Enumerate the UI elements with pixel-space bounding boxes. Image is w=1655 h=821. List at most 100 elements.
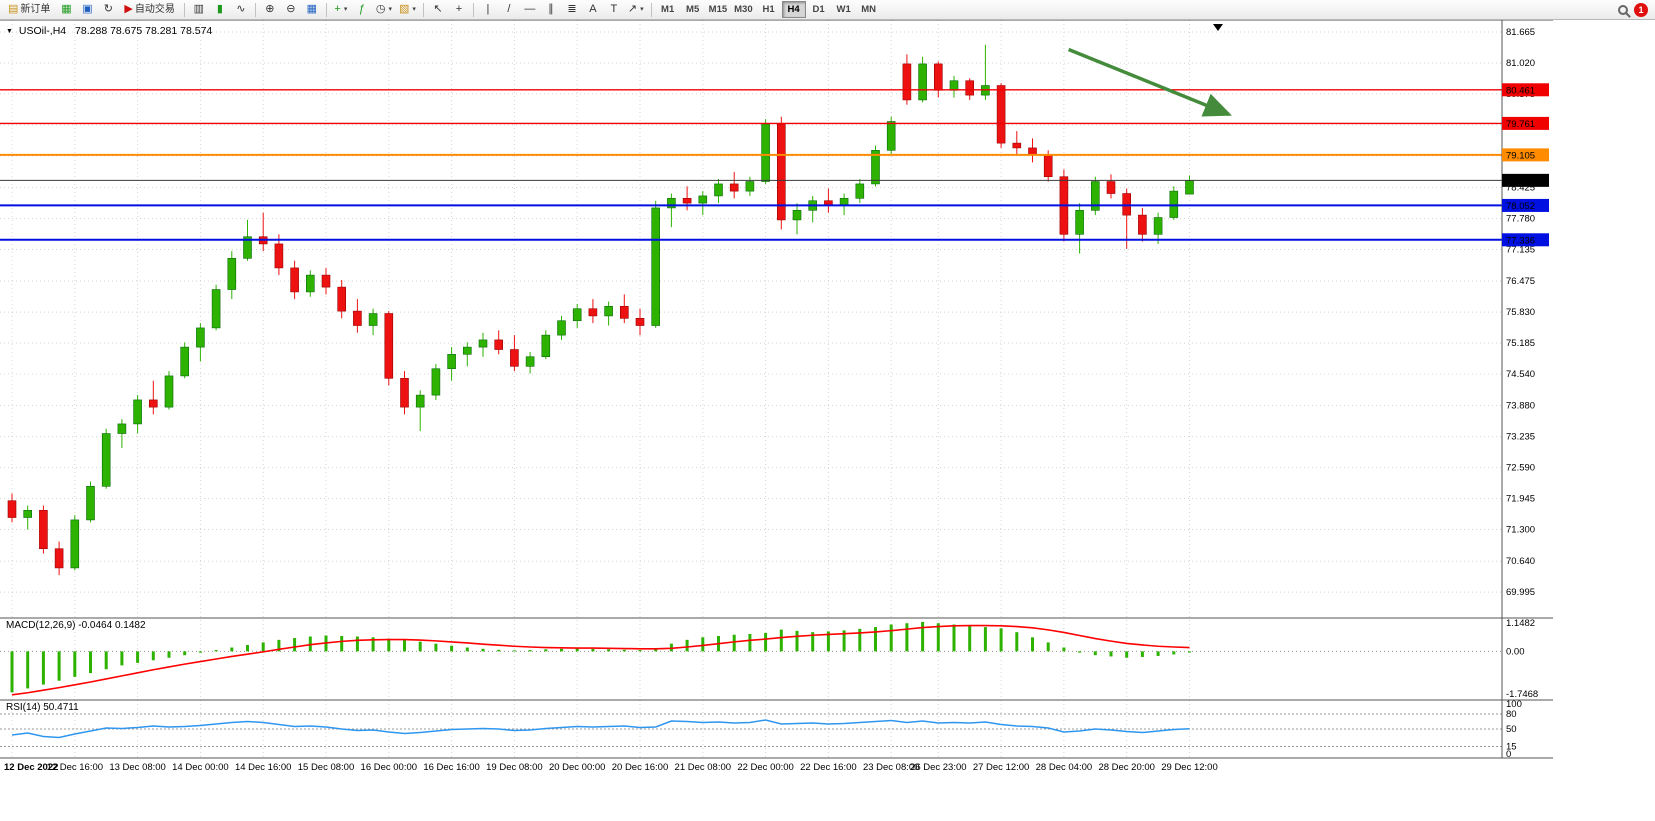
svg-text:14 Dec 16:00: 14 Dec 16:00 — [235, 762, 292, 773]
trendline-button[interactable]: / — [499, 1, 519, 18]
svg-text:76.475: 76.475 — [1506, 276, 1535, 287]
bar-chart-icon: ▥ — [193, 3, 205, 15]
data-window-button[interactable]: ▣ — [77, 1, 97, 18]
chevron-down-icon: ▾ — [640, 6, 644, 13]
periods-clock-icon: ◷ — [375, 3, 386, 15]
svg-text:13 Dec 08:00: 13 Dec 08:00 — [109, 762, 166, 773]
timeframe-m5[interactable]: M5 — [681, 1, 705, 18]
svg-text:73.880: 73.880 — [1506, 401, 1535, 412]
horizontal-line-icon: — — [524, 3, 536, 15]
notification-badge[interactable]: 1 — [1634, 2, 1648, 17]
timeframe-m15[interactable]: M15 — [706, 1, 730, 18]
channel-button[interactable]: ∥ — [541, 1, 561, 18]
rsi-value: 50.4711 — [43, 702, 79, 713]
timeframe-m1[interactable]: M1 — [656, 1, 680, 18]
svg-text:16 Dec 16:00: 16 Dec 16:00 — [423, 762, 480, 773]
svg-text:73.235: 73.235 — [1506, 432, 1535, 443]
svg-text:20 Dec 00:00: 20 Dec 00:00 — [549, 762, 606, 773]
chart-quote: 78.288 78.675 78.281 78.574 — [75, 25, 213, 37]
zoom-out-button[interactable]: ⊖ — [281, 1, 301, 18]
channel-icon: ∥ — [548, 3, 554, 15]
auto-trading-button[interactable]: ▶ 自动交易 — [119, 1, 179, 18]
svg-text:1.1482: 1.1482 — [1506, 618, 1535, 629]
search-icon[interactable] — [1618, 4, 1628, 15]
svg-text:14 Dec 00:00: 14 Dec 00:00 — [172, 762, 229, 773]
rsi-pane — [11, 719, 1190, 739]
timeframe-m30[interactable]: M30 — [731, 1, 755, 18]
timeframe-w1[interactable]: W1 — [832, 1, 856, 18]
timeframe-d1[interactable]: D1 — [807, 1, 831, 18]
svg-text:69.995: 69.995 — [1506, 587, 1535, 598]
strategy-tester-button[interactable]: ↻ — [98, 1, 118, 18]
svg-text:29 Dec 12:00: 29 Dec 12:00 — [1161, 762, 1218, 773]
timeframe-h1[interactable]: H1 — [757, 1, 781, 18]
data-window-icon: ▣ — [82, 3, 93, 15]
macd-pane — [10, 621, 1191, 696]
timeframe-h4[interactable]: H4 — [781, 1, 806, 18]
chart-canvas[interactable]: 81.66581.02080.37579.73079.08578.42577.7… — [0, 20, 1655, 821]
one-click-trading-arrow[interactable]: ▼ — [6, 28, 13, 35]
text-button[interactable]: A — [583, 1, 603, 18]
timeframe-mn[interactable]: MN — [857, 1, 881, 18]
level-lines — [0, 89, 1502, 241]
bar-chart-button[interactable]: ▥ — [189, 1, 209, 18]
candlestick-icon: ▮ — [216, 3, 223, 15]
periods-button[interactable]: ◷ ▾ — [373, 1, 395, 18]
svg-text:78.574: 78.574 — [1506, 176, 1535, 187]
svg-text:77.135: 77.135 — [1506, 244, 1535, 255]
vertical-line-icon: | — [486, 3, 490, 15]
trend-arrow — [1067, 47, 1232, 117]
candlesticks — [7, 44, 1194, 576]
svg-text:78.052: 78.052 — [1506, 201, 1535, 212]
chart-title: ▼ USOil-,H4 78.288 78.675 78.281 78.574 — [6, 25, 212, 37]
svg-text:12 Dec 16:00: 12 Dec 16:00 — [47, 762, 104, 773]
tile-windows-button[interactable]: ▦ — [302, 1, 322, 18]
new-chart-icon: + — [334, 3, 341, 15]
zoom-in-icon: ⊕ — [265, 3, 275, 15]
chevron-down-icon: ▾ — [412, 6, 416, 13]
svg-text:77.780: 77.780 — [1506, 213, 1535, 224]
toolbar-separator — [183, 2, 185, 17]
auto-trading-label: 自动交易 — [134, 4, 175, 15]
market-watch-button[interactable]: ▦ — [56, 1, 76, 18]
arrows-button[interactable]: ↗ ▾ — [625, 1, 647, 18]
line-chart-button[interactable]: ∿ — [231, 1, 251, 18]
svg-text:81.020: 81.020 — [1506, 58, 1535, 69]
new-order-button[interactable]: ▤ 新订单 — [3, 1, 55, 18]
svg-text:0.00: 0.00 — [1506, 646, 1525, 657]
cursor-button[interactable]: ↖ — [428, 1, 448, 18]
svg-text:71.300: 71.300 — [1506, 525, 1535, 536]
horizontal-line-button[interactable]: — — [520, 1, 540, 18]
indicators-icon: ƒ — [358, 3, 365, 15]
new-chart-button[interactable]: + ▾ — [331, 1, 351, 18]
templates-button[interactable]: ▧ ▾ — [396, 1, 419, 18]
svg-text:79.761: 79.761 — [1506, 119, 1535, 130]
chevron-down-icon: ▾ — [388, 6, 392, 13]
svg-text:72.590: 72.590 — [1506, 463, 1535, 474]
new-order-label: 新订单 — [20, 4, 51, 15]
macd-label: MACD(12,26,9) -0.0464 0.1482 — [6, 620, 146, 631]
chart-window: 81.66581.02080.37579.73079.08578.42577.7… — [0, 20, 1655, 821]
svg-text:23 Dec 08:00: 23 Dec 08:00 — [863, 762, 920, 773]
toolbar-separator — [254, 2, 256, 17]
svg-text:80: 80 — [1506, 709, 1517, 720]
chart-symbol-period: USOil-,H4 — [18, 25, 67, 37]
svg-text:50: 50 — [1506, 724, 1517, 735]
svg-text:20 Dec 16:00: 20 Dec 16:00 — [612, 762, 669, 773]
vertical-line-button[interactable]: | — [478, 1, 498, 18]
svg-text:0: 0 — [1506, 749, 1511, 760]
indicators-button[interactable]: ƒ — [352, 1, 372, 18]
fibonacci-button[interactable]: ≣ — [562, 1, 582, 18]
toolbar-separator — [422, 2, 424, 17]
candlestick-button[interactable]: ▮ — [210, 1, 230, 18]
text-label-button[interactable]: T — [604, 1, 624, 18]
toolbar-separator — [650, 2, 652, 17]
svg-text:80.461: 80.461 — [1506, 85, 1535, 96]
pane-borders — [0, 20, 1553, 759]
macd-signal-value: 0.1482 — [114, 620, 146, 631]
strategy-tester-icon: ↻ — [103, 3, 114, 15]
crosshair-button[interactable]: + — [449, 1, 469, 18]
zoom-in-button[interactable]: ⊕ — [260, 1, 280, 18]
rsi-name: RSI(14) — [6, 702, 41, 713]
zoom-out-icon: ⊖ — [286, 3, 296, 15]
